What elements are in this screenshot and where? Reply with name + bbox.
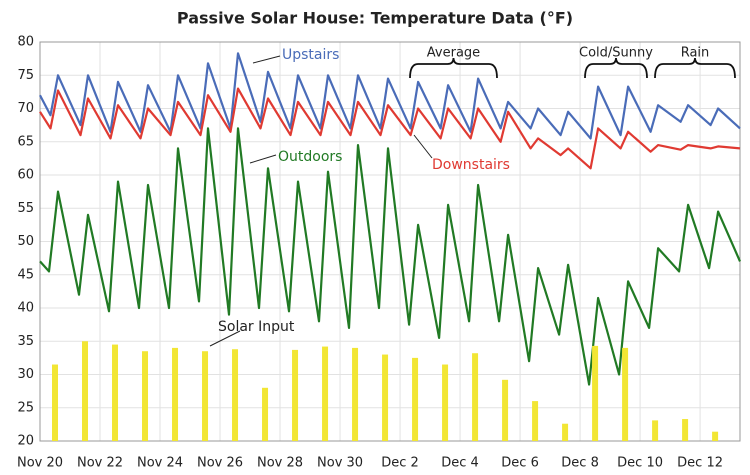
solar-bar: [562, 423, 569, 441]
x-tick-label: Nov 30: [317, 456, 363, 471]
solar-bar: [592, 345, 599, 441]
y-tick-label: 75: [17, 68, 34, 83]
solar-bar: [712, 431, 719, 441]
solar-bar: [112, 344, 119, 441]
y-tick-label: 50: [17, 234, 34, 249]
solar-bar: [622, 347, 629, 441]
series-label: Downstairs: [432, 157, 510, 173]
x-tick-label: Nov 26: [197, 456, 243, 471]
solar-bar: [202, 351, 209, 441]
solar-bar: [322, 346, 329, 441]
series-label: Solar Input: [218, 319, 295, 335]
series-label: Outdoors: [278, 149, 342, 165]
y-tick-label: 55: [17, 201, 34, 216]
pointer: [413, 134, 433, 159]
y-tick-label: 30: [17, 367, 34, 382]
pointer: [252, 55, 281, 64]
x-tick-label: Dec 6: [501, 456, 539, 471]
x-tick-label: Nov 28: [257, 456, 303, 471]
solar-bar: [232, 349, 239, 441]
annotation: Cold/Sunny: [579, 46, 653, 61]
solar-bar: [532, 401, 539, 441]
solar-bar: [292, 349, 299, 441]
annotation: Rain: [681, 46, 710, 61]
x-tick-label: Dec 12: [677, 456, 723, 471]
x-tick-label: Dec 2: [381, 456, 419, 471]
bracket: [654, 57, 736, 79]
solar-bar: [412, 357, 419, 441]
y-tick-label: 45: [17, 267, 34, 282]
temperature-line: [39, 127, 742, 386]
pointer: [249, 154, 277, 164]
temperature-line: [39, 52, 741, 140]
solar-bar: [682, 419, 689, 441]
chart-title: Passive Solar House: Temperature Data (°…: [177, 9, 573, 28]
solar-bar: [82, 341, 89, 441]
bracket: [584, 57, 648, 79]
y-tick-label: 40: [17, 301, 34, 316]
pointer: [209, 330, 241, 347]
y-tick-label: 60: [17, 168, 34, 183]
x-tick-label: Nov 20: [17, 456, 63, 471]
temperature-line: [39, 87, 741, 170]
y-tick-label: 65: [17, 134, 34, 149]
x-tick-label: Dec 4: [441, 456, 479, 471]
solar-bar: [502, 379, 509, 441]
x-tick-label: Dec 10: [617, 456, 663, 471]
y-tick-label: 35: [17, 334, 34, 349]
x-tick-label: Dec 8: [561, 456, 599, 471]
solar-bar: [472, 353, 479, 441]
bracket: [409, 57, 498, 79]
solar-bar: [352, 347, 359, 441]
y-tick-label: 20: [17, 434, 34, 449]
solar-bar: [382, 354, 389, 441]
y-tick-label: 70: [17, 101, 34, 116]
plot-frame: [39, 41, 741, 442]
solar-bar: [172, 347, 179, 441]
solar-bar: [142, 351, 149, 441]
annotation: Average: [427, 46, 480, 61]
solar-bar: [442, 364, 449, 441]
solar-bar: [52, 364, 59, 441]
solar-bar: [262, 387, 269, 441]
x-tick-label: Nov 22: [77, 456, 123, 471]
y-tick-label: 25: [17, 400, 34, 415]
y-tick-label: 80: [17, 35, 34, 50]
series-label: Upstairs: [282, 47, 339, 63]
x-tick-label: Nov 24: [137, 456, 183, 471]
solar-bar: [652, 420, 659, 441]
